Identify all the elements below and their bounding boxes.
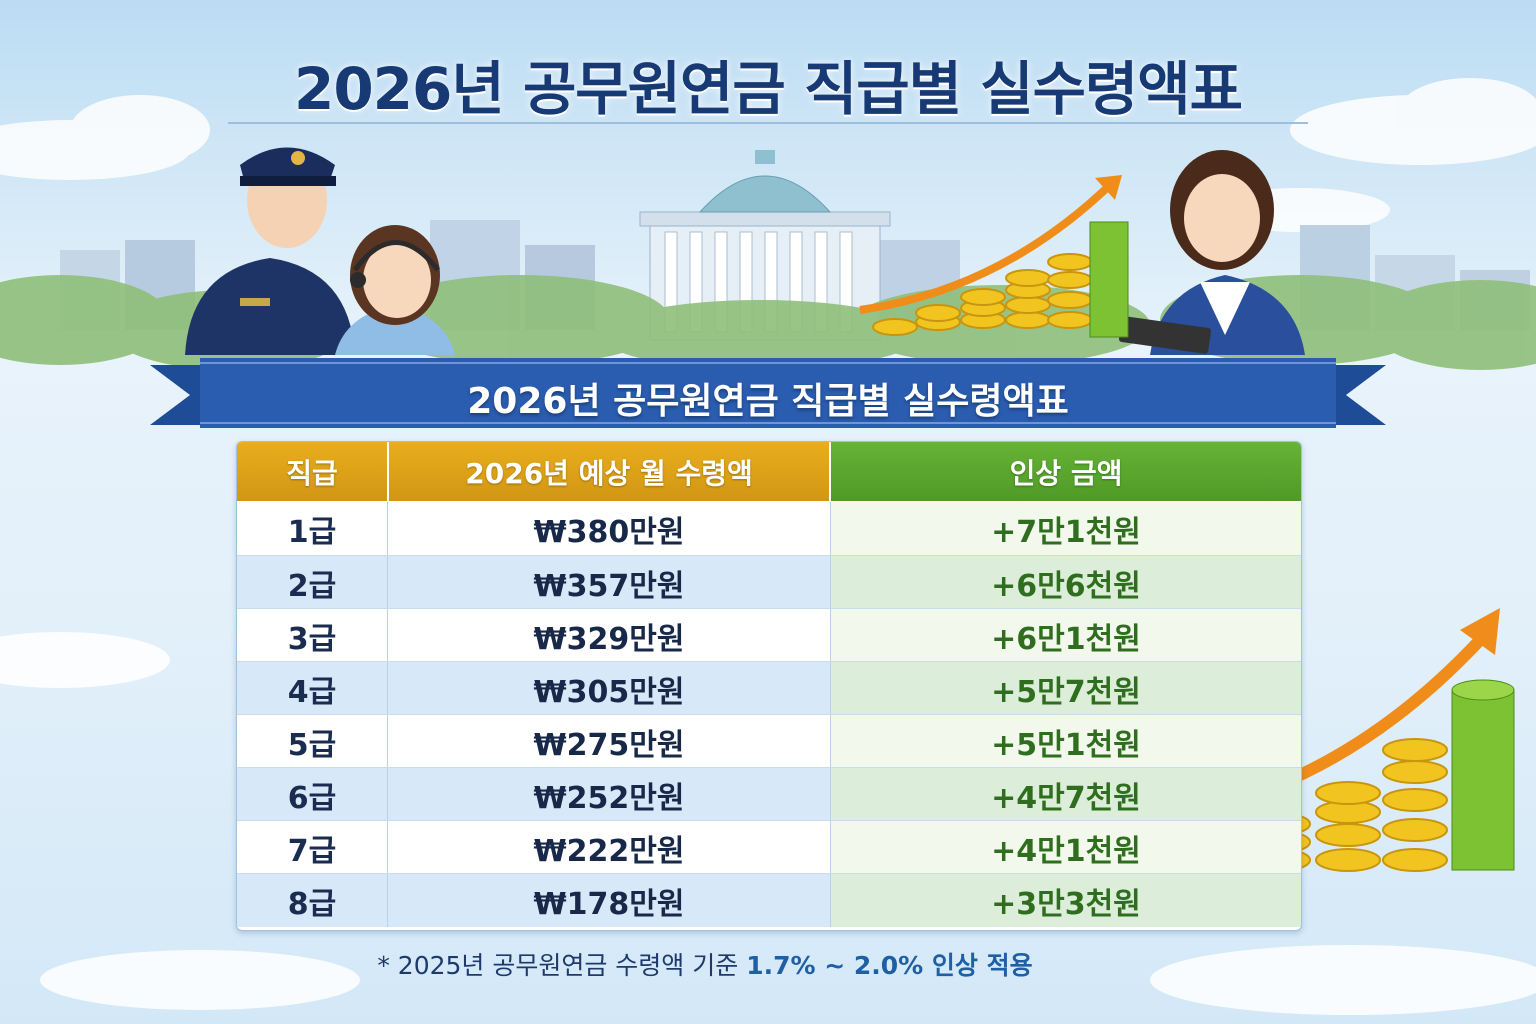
pension-table: 직급 2026년 예상 월 수령액 인상 금액 1급 ₩380만원 +7만1천원… [236, 441, 1302, 931]
page-title: 2026년 공무원연금 직급별 실수령액표 [293, 55, 1243, 123]
increase-cell: +4만1천원 [831, 821, 1301, 874]
call-center-agent-illustration [335, 225, 455, 355]
footnote-prefix: * 2025년 공무원연금 수령액 기준 [377, 951, 747, 980]
increase-cell: +5만7천원 [831, 662, 1301, 715]
grade-cell: 5급 [237, 715, 388, 768]
amount-cell: ₩305만원 [388, 662, 831, 715]
grade-cell: 4급 [237, 662, 388, 715]
table-row: 3급 ₩329만원 +6만1천원 [237, 608, 1301, 662]
grade-cell: 2급 [237, 556, 388, 609]
increase-cell: +6만6천원 [831, 556, 1301, 609]
footnote-highlight: 1.7% ~ 2.0% 인상 적용 [746, 951, 1033, 980]
grade-cell: 3급 [237, 609, 388, 662]
table-row: 4급 ₩305만원 +5만7천원 [237, 661, 1301, 715]
office-worker-illustration [1119, 150, 1305, 355]
header-grade: 직급 [237, 442, 389, 501]
increase-cell: +6만1천원 [831, 609, 1301, 662]
amount-cell: ₩222만원 [388, 821, 831, 874]
header-increase: 인상 금액 [831, 442, 1301, 501]
table-row: 2급 ₩357만원 +6만6천원 [237, 555, 1301, 609]
increase-cell: +5만1천원 [831, 715, 1301, 768]
footnote: * 2025년 공무원연금 수령액 기준 1.7% ~ 2.0% 인상 적용 [0, 946, 1410, 982]
grade-cell: 8급 [237, 874, 388, 927]
amount-cell: ₩380만원 [388, 502, 831, 555]
increase-cell: +3만3천원 [831, 874, 1301, 927]
title-divider [228, 122, 1308, 124]
amount-cell: ₩357만원 [388, 556, 831, 609]
table-row: 7급 ₩222만원 +4만1천원 [237, 820, 1301, 874]
up-arrow-icon [1460, 608, 1500, 655]
table-row: 8급 ₩178만원 +3만3천원 [237, 873, 1301, 927]
grade-cell: 1급 [237, 502, 388, 555]
grade-cell: 6급 [237, 768, 388, 821]
header-amount: 2026년 예상 월 수령액 [389, 442, 831, 501]
increase-cell: +7만1천원 [831, 502, 1301, 555]
coin-stack-growth-icon [859, 175, 1129, 338]
banner-title: 2026년 공무원연금 직급별 실수령액표 [467, 381, 1069, 422]
grade-cell: 7급 [237, 821, 388, 874]
amount-cell: ₩329만원 [388, 609, 831, 662]
amount-cell: ₩252만원 [388, 768, 831, 821]
table-row: 6급 ₩252만원 +4만7천원 [237, 767, 1301, 821]
ribbon-banner [150, 358, 1386, 428]
increase-cell: +4만7천원 [831, 768, 1301, 821]
amount-cell: ₩275만원 [388, 715, 831, 768]
table-row: 5급 ₩275만원 +5만1천원 [237, 714, 1301, 768]
amount-cell: ₩178만원 [388, 874, 831, 927]
police-officer-illustration [185, 147, 355, 355]
clouds [0, 78, 1536, 1015]
table-row: 1급 ₩380만원 +7만1천원 [237, 502, 1301, 555]
